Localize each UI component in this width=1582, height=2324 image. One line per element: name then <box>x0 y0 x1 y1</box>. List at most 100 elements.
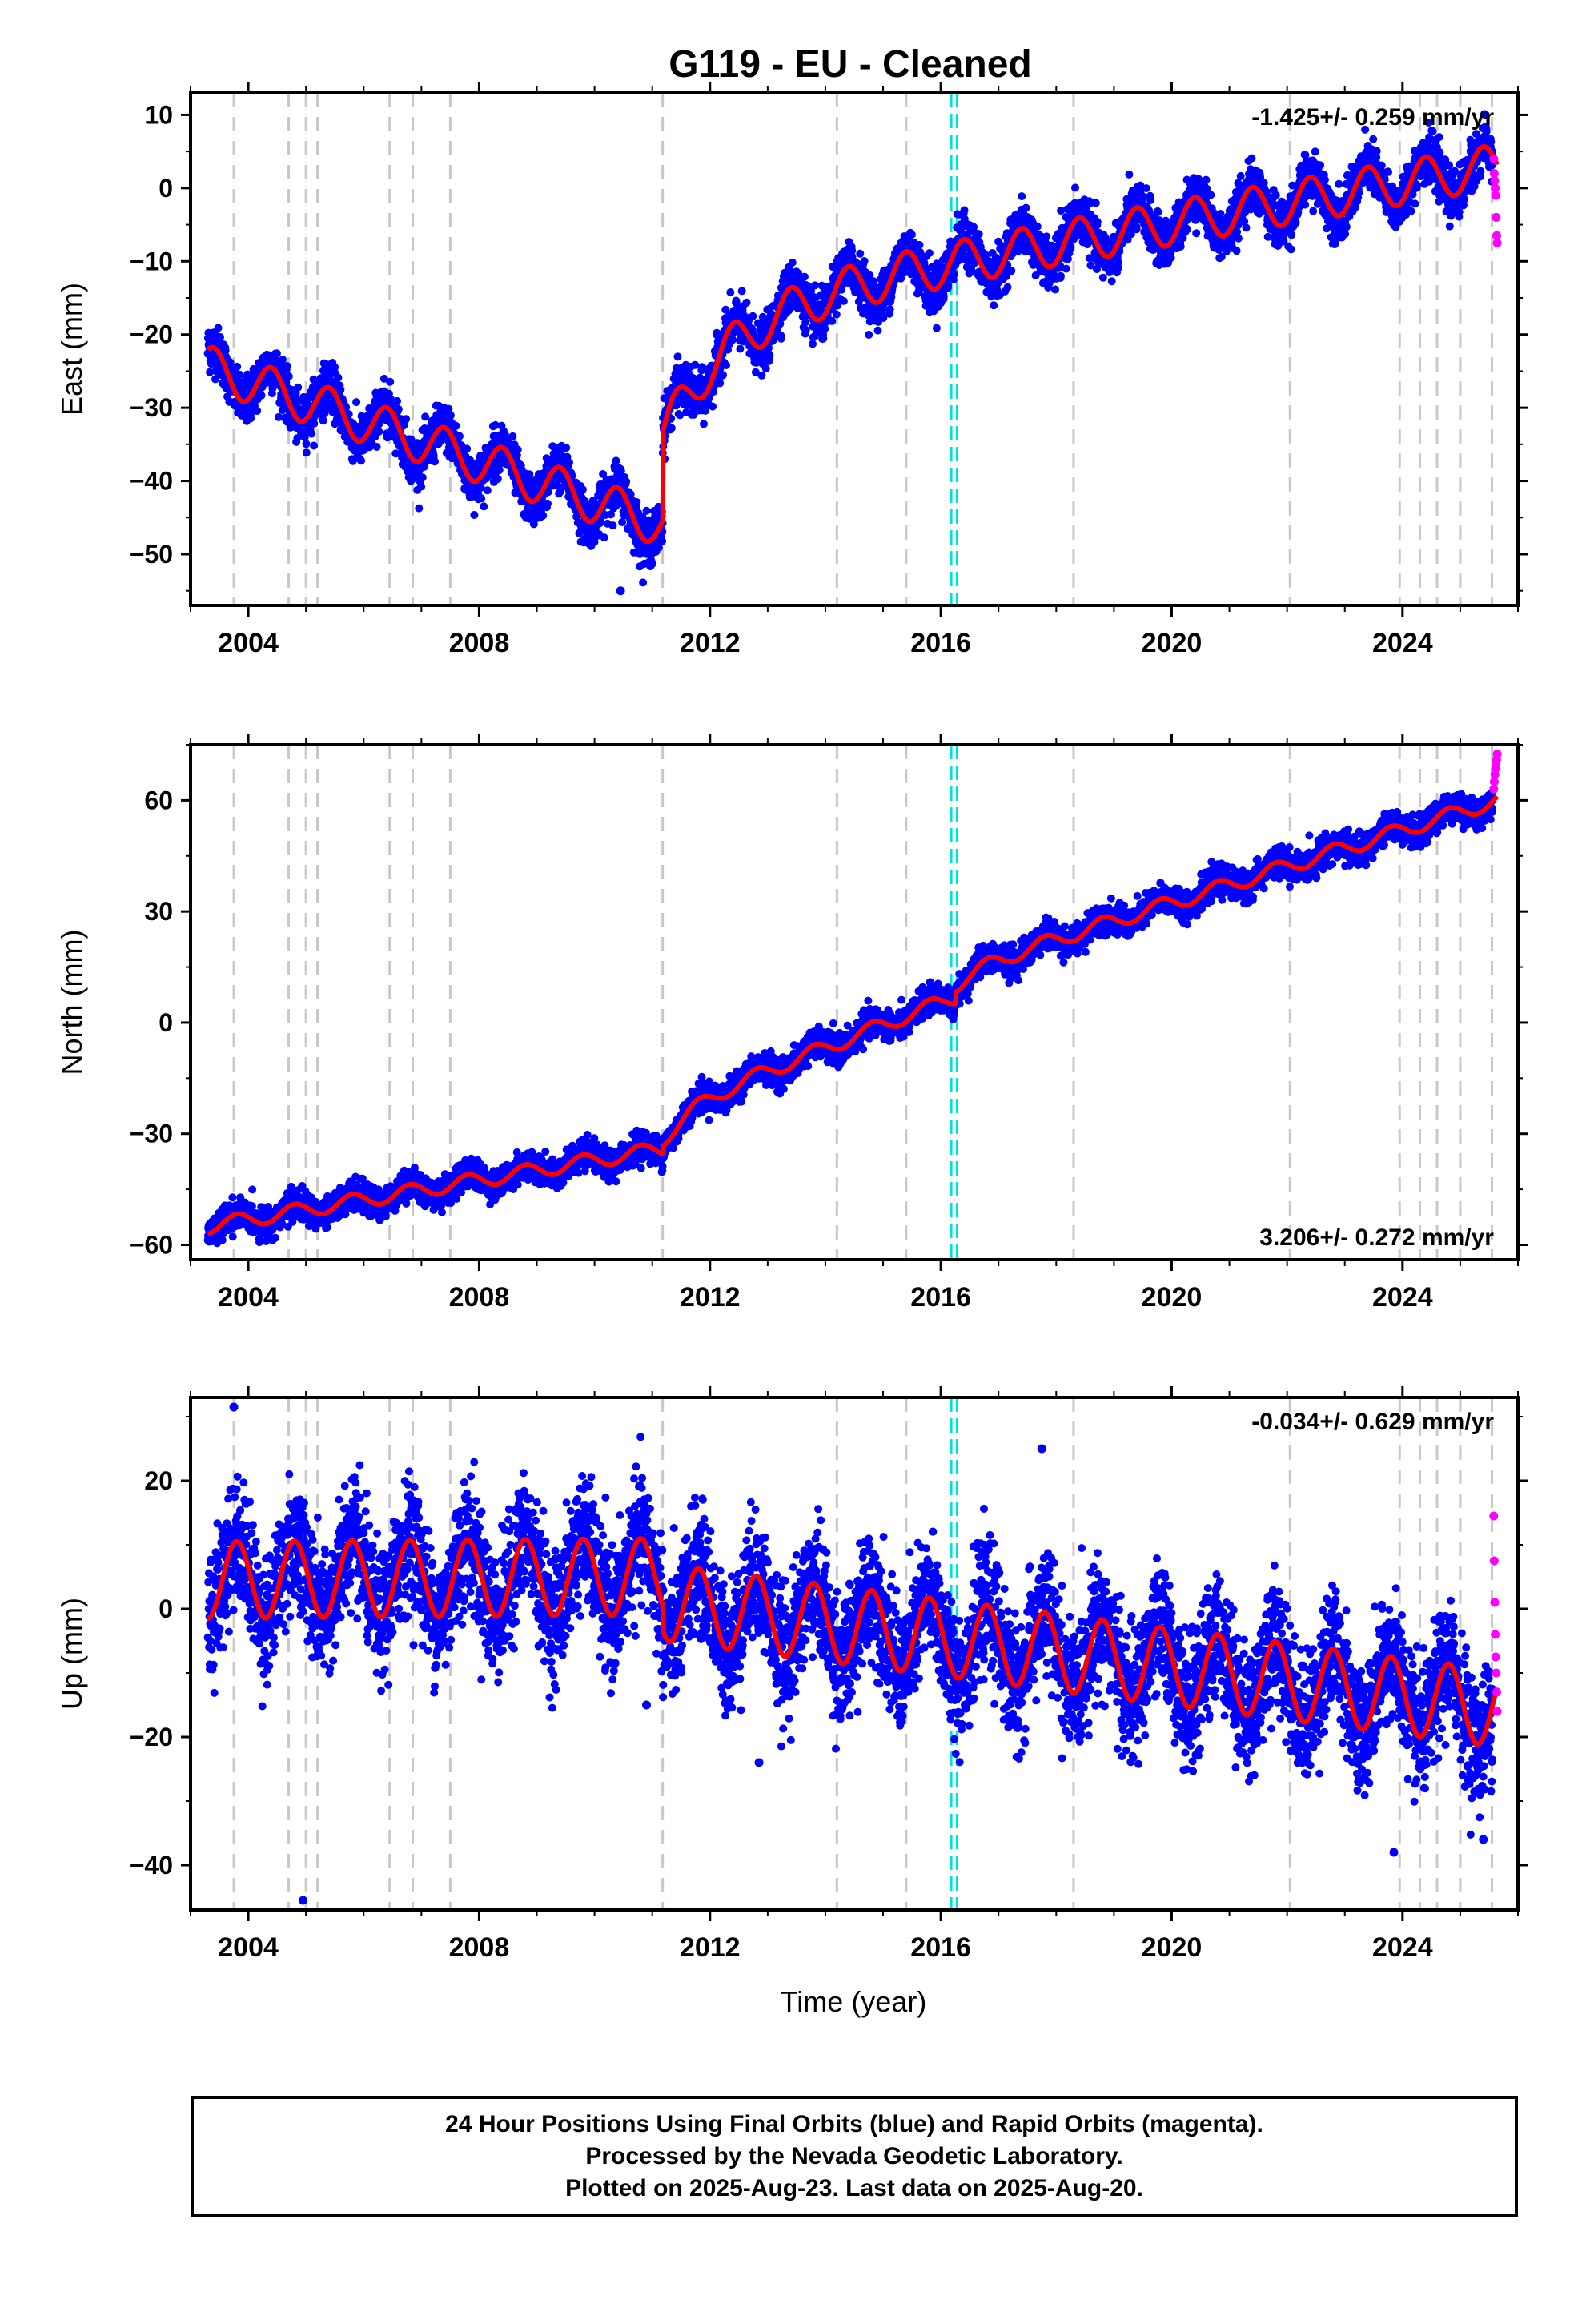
data-point <box>742 298 751 307</box>
data-point <box>932 324 941 332</box>
data-point <box>1146 196 1155 204</box>
data-point <box>801 326 810 335</box>
data-point <box>393 396 401 405</box>
data-point <box>639 578 648 587</box>
data-point <box>608 521 617 530</box>
data-point <box>302 440 311 448</box>
data-point <box>293 434 302 443</box>
data-point <box>622 477 631 486</box>
data-point <box>386 377 395 386</box>
data-point <box>839 296 848 305</box>
data-point <box>334 373 343 382</box>
data-point <box>216 333 224 341</box>
data-point <box>1138 194 1147 203</box>
data-point <box>336 385 345 394</box>
data-point <box>612 456 620 465</box>
data-point <box>495 466 504 474</box>
data-point <box>508 432 517 440</box>
data-point <box>562 444 571 452</box>
data-point <box>722 361 730 369</box>
data-point <box>749 312 757 320</box>
data-point <box>257 391 266 400</box>
data-point <box>294 383 303 392</box>
data-point <box>757 371 766 380</box>
data-point <box>274 412 283 421</box>
data-point <box>907 231 916 239</box>
data-point <box>1183 225 1191 234</box>
data-point <box>777 334 785 343</box>
data-point <box>418 473 427 482</box>
data-point <box>513 445 522 454</box>
data-point <box>1007 267 1016 275</box>
data-point <box>856 249 865 258</box>
data-point <box>383 433 391 442</box>
data-point <box>1114 258 1122 267</box>
data-point <box>357 456 366 465</box>
data-point <box>417 482 426 491</box>
data-point <box>974 230 983 239</box>
data-point <box>233 362 242 371</box>
data-point <box>1192 229 1201 238</box>
data-point <box>394 404 403 413</box>
data-point <box>716 379 725 388</box>
data-point <box>307 429 316 438</box>
data-point <box>819 334 828 343</box>
data-point <box>1091 199 1100 207</box>
data-point <box>761 364 770 373</box>
data-point <box>700 420 708 428</box>
data-point <box>728 336 737 344</box>
data-point <box>1022 203 1030 212</box>
data-point <box>950 270 958 279</box>
data-point <box>1107 277 1116 286</box>
data-point <box>1142 184 1150 193</box>
data-point <box>737 287 746 296</box>
data-point <box>667 424 676 432</box>
data-point <box>939 292 948 300</box>
data-point <box>788 258 797 267</box>
data-point <box>279 356 287 364</box>
data-point <box>860 257 869 265</box>
data-point <box>632 498 641 506</box>
data-point <box>1056 271 1065 280</box>
data-point <box>480 502 488 511</box>
data-point <box>709 402 717 411</box>
data-point <box>283 362 291 370</box>
data-point <box>221 346 230 355</box>
data-point <box>800 272 809 281</box>
data-point <box>226 359 235 368</box>
data-point <box>1042 232 1051 241</box>
data-point <box>1125 170 1134 179</box>
data-point <box>1202 175 1211 184</box>
data-point <box>310 419 319 428</box>
data-point <box>578 485 587 494</box>
data-point <box>1098 273 1107 282</box>
data-point <box>701 406 710 415</box>
data-point <box>1066 243 1075 251</box>
data-point <box>284 372 293 380</box>
data-point <box>1093 218 1102 226</box>
data-point <box>1154 207 1162 216</box>
data-point <box>865 331 873 339</box>
data-point <box>1051 285 1059 294</box>
data-point <box>214 324 223 332</box>
data-point <box>726 288 735 296</box>
data-point <box>375 428 383 436</box>
data-point <box>801 318 810 327</box>
data-point <box>565 458 573 467</box>
data-point <box>539 511 548 520</box>
data-point <box>873 326 882 335</box>
data-point <box>1132 225 1141 234</box>
data-point <box>828 316 837 325</box>
data-point <box>1003 283 1012 292</box>
data-point <box>387 395 396 404</box>
data-point <box>1176 242 1185 251</box>
data-point <box>719 371 727 380</box>
data-point <box>272 349 281 358</box>
data-point <box>960 206 969 215</box>
data-point <box>344 410 353 419</box>
figure-title: G119 - EU - Cleaned <box>669 43 1032 86</box>
data-point <box>673 352 682 361</box>
data-point <box>431 457 439 466</box>
